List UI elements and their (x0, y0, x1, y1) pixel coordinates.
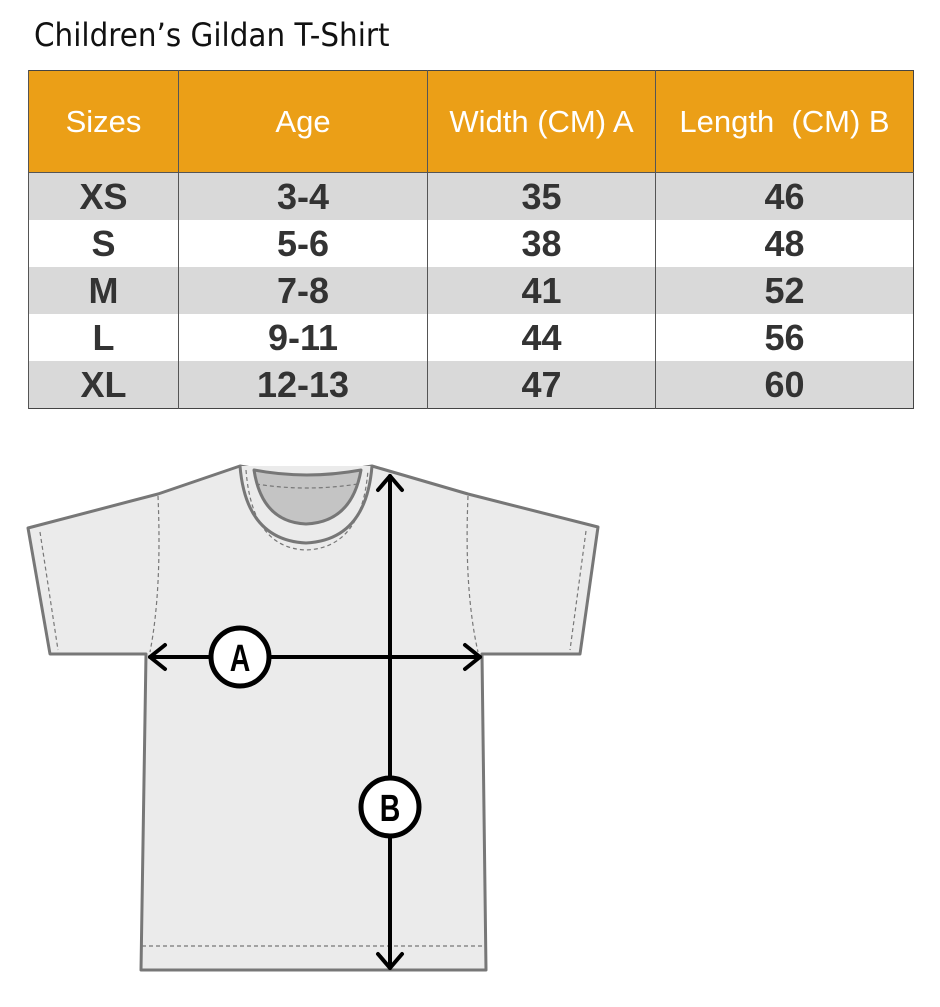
cell-length: 46 (655, 172, 914, 220)
cell-width: 44 (427, 314, 656, 361)
cell-length: 52 (655, 267, 914, 314)
cell-length: 60 (655, 361, 914, 409)
table-row: M 7-8 41 52 (28, 267, 914, 314)
header-width: Width (CM) A (427, 70, 656, 173)
cell-size: XS (28, 172, 179, 220)
cell-length: 48 (655, 220, 914, 267)
label-a: A (230, 638, 251, 680)
label-a-circle (208, 625, 272, 689)
tshirt-neck-inner (252, 468, 363, 526)
label-b-circle (358, 775, 422, 839)
cell-size: XL (28, 361, 179, 409)
cell-size: L (28, 314, 179, 361)
cell-size: S (28, 220, 179, 267)
cell-age: 12-13 (178, 361, 428, 409)
table-row: S 5-6 38 48 (28, 220, 914, 267)
header-sizes: Sizes (28, 70, 179, 173)
cell-width: 35 (427, 172, 656, 220)
cell-age: 3-4 (178, 172, 428, 220)
cell-age: 5-6 (178, 220, 428, 267)
header-length: Length (CM) B (655, 70, 914, 173)
label-b: B (380, 788, 401, 830)
table-row: L 9-11 44 56 (28, 314, 914, 361)
size-table: Sizes Age Width (CM) A Length (CM) B XS 3… (28, 70, 914, 409)
cell-size: M (28, 267, 179, 314)
table-row: XS 3-4 35 46 (28, 172, 914, 220)
page-title: Children’s Gildan T-Shirt (34, 16, 390, 54)
cell-length: 56 (655, 314, 914, 361)
header-age: Age (178, 70, 428, 173)
cell-age: 9-11 (178, 314, 428, 361)
cell-width: 47 (427, 361, 656, 409)
cell-width: 41 (427, 267, 656, 314)
cell-age: 7-8 (178, 267, 428, 314)
table-row: XL 12-13 47 60 (28, 361, 914, 409)
cell-width: 38 (427, 220, 656, 267)
table-header: Sizes Age Width (CM) A Length (CM) B (28, 70, 914, 173)
